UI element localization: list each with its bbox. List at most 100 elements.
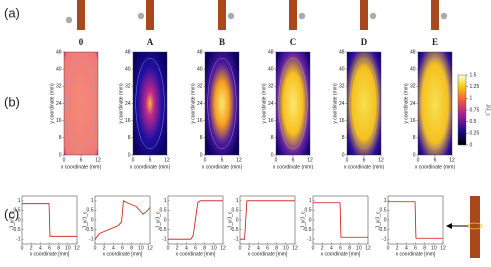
y-axis-label: y coordinate (mm) [261, 83, 267, 124]
y-tick-label: 40 [339, 66, 345, 72]
profile-line [388, 201, 443, 239]
heatmap [417, 51, 453, 156]
column-label: C [290, 37, 297, 47]
x-tick-label: 6 [363, 157, 366, 163]
x-tick-label: 0 [94, 245, 97, 251]
colorbar-tick-label: 1 [470, 96, 473, 102]
x-axis-label: x coordinate [mm] [103, 251, 143, 257]
x-tick-label: 0 [239, 245, 242, 251]
y-tick-label: 1 [164, 198, 167, 204]
x-tick-label: 8 [275, 245, 278, 251]
x-tick-label: 2 [396, 245, 399, 251]
sample-strip [360, 0, 368, 30]
contour [135, 57, 165, 150]
x-tick-label: 4 [39, 245, 42, 251]
y-tick-label: 48 [56, 49, 62, 55]
y-axis-label: y coordinate (mm) [49, 83, 55, 124]
probe [137, 12, 145, 20]
y-tick-label: 0 [91, 217, 94, 223]
x-tick-label: 2 [30, 245, 33, 251]
probe [298, 12, 306, 20]
x-tick-label: 12 [365, 245, 371, 251]
profile-line [94, 200, 151, 240]
y-tick-label: 1 [18, 198, 21, 204]
heatmap [275, 51, 311, 156]
heatmap [63, 51, 99, 156]
y-axis-label: J_y/J_c [300, 211, 306, 228]
x-tick-label: 0 [21, 245, 24, 251]
colorbar [457, 74, 467, 146]
heatmap [132, 51, 168, 156]
x-tick-label: 0 [275, 157, 278, 163]
colorbar-tick-label: 1.25 [470, 84, 480, 90]
colorbar-label: J/J_c [485, 104, 491, 116]
y-tick-label: 48 [268, 49, 274, 55]
x-tick-label: 4 [405, 245, 408, 251]
x-tick-label: 10 [138, 245, 144, 251]
y-tick-label: 48 [339, 49, 345, 55]
x-tick-label: 0 [346, 157, 349, 163]
x-tick-label: 12 [292, 245, 298, 251]
y-tick-label: 0.5 [87, 208, 94, 214]
y-tick-label: 0 [413, 152, 416, 158]
colorbar-tick-label: 0.75 [470, 107, 480, 113]
sample-strip [77, 0, 85, 30]
y-tick-label: 40 [125, 66, 131, 72]
x-tick-label: 0 [312, 245, 315, 251]
y-tick-label: -1 [307, 237, 312, 243]
probe [369, 12, 377, 20]
profile-line [22, 203, 77, 237]
y-tick-label: 0.5 [305, 208, 312, 214]
x-tick-label: 6 [266, 245, 269, 251]
x-tick-label: 12 [440, 245, 446, 251]
profile-line [240, 200, 295, 240]
y-tick-label: 0 [271, 152, 274, 158]
x-axis-label: x coordinate [mm] [321, 251, 361, 257]
colorbar-tick-label: 0.25 [470, 131, 480, 137]
y-axis-label: y coordinate (mm) [118, 83, 124, 124]
y-tick-label: 32 [268, 84, 274, 90]
x-axis-label: x coordinate [mm] [176, 251, 216, 257]
y-tick-label: 8 [59, 135, 62, 141]
x-tick-label: 12 [147, 245, 153, 251]
contour [278, 57, 308, 150]
y-tick-label: 0 [384, 217, 387, 223]
x-axis-label: x coordinate (mm) [202, 164, 243, 170]
x-tick-label: 2 [176, 245, 179, 251]
sample-strip [431, 0, 439, 30]
x-tick-label: 6 [339, 245, 342, 251]
y-tick-label: -1 [234, 237, 239, 243]
y-tick-label: 40 [197, 66, 203, 72]
y-tick-label: -0.5 [303, 227, 312, 233]
plot-frame [239, 195, 296, 245]
y-tick-label: -0.5 [378, 227, 387, 233]
y-axis-label: J_y/J_c [227, 211, 233, 228]
y-tick-label: 0 [59, 152, 62, 158]
y-tick-label: 32 [56, 84, 62, 90]
y-tick-label: 8 [342, 135, 345, 141]
contour [349, 57, 379, 150]
y-tick-label: 16 [197, 118, 203, 124]
y-tick-label: 0 [200, 152, 203, 158]
x-tick-label: 12 [164, 157, 170, 163]
y-tick-label: 24 [56, 101, 62, 107]
y-tick-label: 8 [128, 135, 131, 141]
x-tick-label: 0 [417, 157, 420, 163]
x-tick-label: 0 [167, 245, 170, 251]
x-axis-label: x coordinate [mm] [30, 251, 70, 257]
x-axis-label: x coordinate [mm] [396, 251, 436, 257]
x-tick-label: 0 [204, 157, 207, 163]
y-tick-label: 16 [268, 118, 274, 124]
y-tick-label: 1 [384, 198, 387, 204]
x-tick-label: 8 [203, 245, 206, 251]
contour [207, 57, 237, 150]
y-tick-label: -0.5 [12, 227, 21, 233]
x-tick-label: 6 [80, 157, 83, 163]
plot-frame [94, 195, 151, 245]
x-tick-label: 6 [414, 245, 417, 251]
y-tick-label: 24 [339, 101, 345, 107]
x-tick-label: 8 [57, 245, 60, 251]
y-axis-label: y coordinate (mm) [190, 83, 196, 124]
panel-label: (a) [4, 5, 20, 20]
